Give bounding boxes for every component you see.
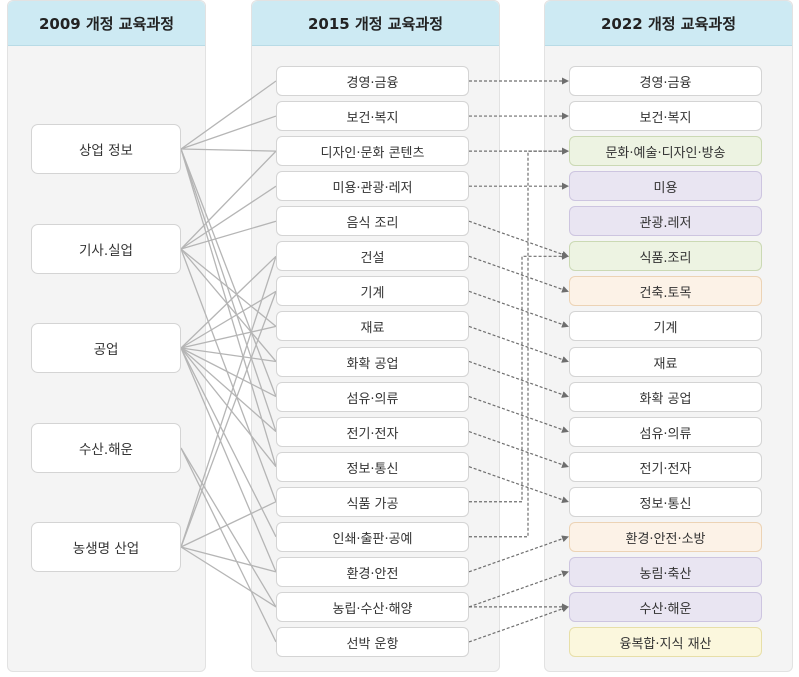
- curriculum-2022-item: 재료: [569, 347, 762, 377]
- curriculum-2015-item: 전기·전자: [276, 417, 469, 447]
- curriculum-2015-item: 섬유·의류: [276, 382, 469, 412]
- curriculum-2015-item: 식품 가공: [276, 487, 469, 517]
- column-2015-header: 2015 개정 교육과정: [252, 1, 499, 46]
- curriculum-2022-item: 보건·복지: [569, 101, 762, 131]
- curriculum-2022-item: 화확 공업: [569, 382, 762, 412]
- curriculum-2015-item: 정보·통신: [276, 452, 469, 482]
- curriculum-2009-item: 농생명 산업: [31, 522, 181, 572]
- curriculum-2022-item: 미용: [569, 171, 762, 201]
- curriculum-2015-item: 재료: [276, 311, 469, 341]
- column-2009-header: 2009 개정 교육과정: [8, 1, 205, 46]
- curriculum-2022-item: 농림·축산: [569, 557, 762, 587]
- curriculum-2022-item: 정보·통신: [569, 487, 762, 517]
- curriculum-2015-item: 건설: [276, 241, 469, 271]
- column-2022-header: 2022 개정 교육과정: [545, 1, 792, 46]
- curriculum-2022-item: 수산·해운: [569, 592, 762, 622]
- curriculum-2022-item: 융복합·지식 재산: [569, 627, 762, 657]
- curriculum-2022-item: 기계: [569, 311, 762, 341]
- curriculum-2015-item: 선박 운항: [276, 627, 469, 657]
- curriculum-2022-item: 섬유·의류: [569, 417, 762, 447]
- curriculum-2015-item: 화확 공업: [276, 347, 469, 377]
- curriculum-2022-item: 경영·금융: [569, 66, 762, 96]
- curriculum-2009-item: 공업: [31, 323, 181, 373]
- curriculum-2015-item: 인쇄·출판·공예: [276, 522, 469, 552]
- curriculum-2015-item: 음식 조리: [276, 206, 469, 236]
- curriculum-2009-item: 기사.실업: [31, 224, 181, 274]
- curriculum-2015-item: 경영·금융: [276, 66, 469, 96]
- curriculum-2015-item: 농립·수산·해양: [276, 592, 469, 622]
- curriculum-2022-item: 환경·안전·소방: [569, 522, 762, 552]
- curriculum-2015-item: 보건·복지: [276, 101, 469, 131]
- curriculum-2015-item: 환경·안전: [276, 557, 469, 587]
- curriculum-2022-item: 문화·예술·디자인·방송: [569, 136, 762, 166]
- curriculum-2022-item: 관광.레저: [569, 206, 762, 236]
- curriculum-2022-item: 식품.조리: [569, 241, 762, 271]
- curriculum-2022-item: 전기·전자: [569, 452, 762, 482]
- curriculum-2015-item: 디자인·문화 콘텐츠: [276, 136, 469, 166]
- curriculum-2015-item: 미용·관광·레저: [276, 171, 469, 201]
- curriculum-2015-item: 기계: [276, 276, 469, 306]
- curriculum-2009-item: 상업 정보: [31, 124, 181, 174]
- curriculum-2022-item: 건축.토목: [569, 276, 762, 306]
- curriculum-2009-item: 수산.해운: [31, 423, 181, 473]
